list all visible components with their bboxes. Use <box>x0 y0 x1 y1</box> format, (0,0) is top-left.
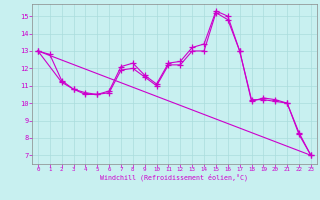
X-axis label: Windchill (Refroidissement éolien,°C): Windchill (Refroidissement éolien,°C) <box>100 174 248 181</box>
